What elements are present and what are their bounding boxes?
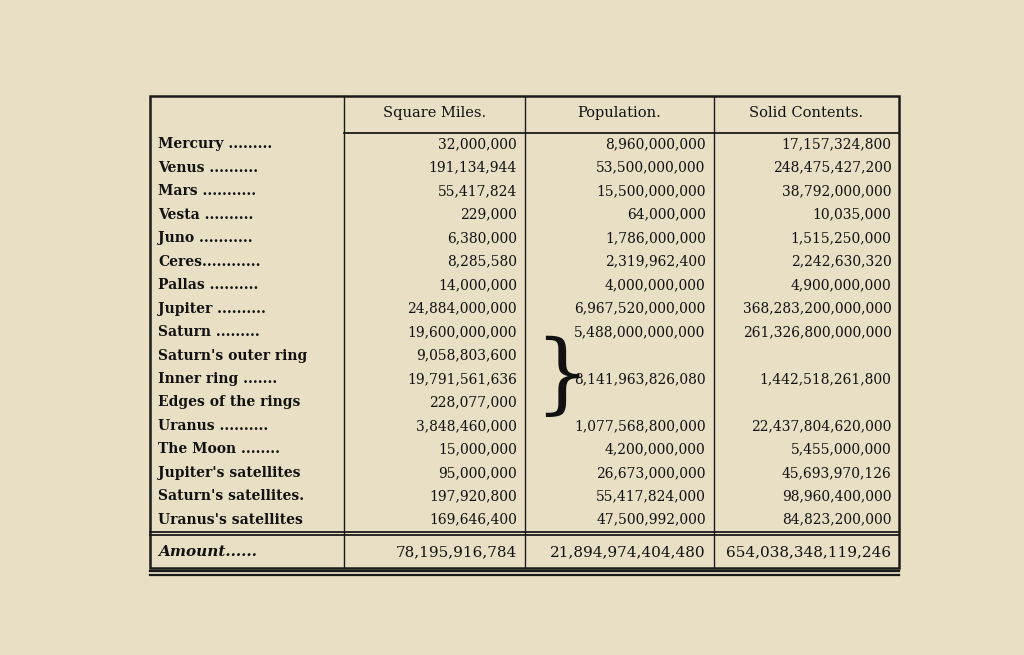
Text: Mars ...........: Mars ........... — [158, 184, 256, 198]
Text: Solid Contents.: Solid Contents. — [750, 105, 863, 120]
Text: 4,200,000,000: 4,200,000,000 — [605, 442, 706, 457]
Text: 169,646,400: 169,646,400 — [429, 513, 517, 527]
Text: 47,500,992,000: 47,500,992,000 — [596, 513, 706, 527]
Text: 2,319,962,400: 2,319,962,400 — [605, 255, 706, 269]
Text: 78,195,916,784: 78,195,916,784 — [395, 546, 517, 559]
Text: 8,285,580: 8,285,580 — [446, 255, 517, 269]
Text: Venus ..........: Venus .......... — [158, 160, 258, 175]
Text: 98,960,400,000: 98,960,400,000 — [782, 489, 892, 503]
Text: Saturn's outer ring: Saturn's outer ring — [158, 348, 307, 362]
Text: Population.: Population. — [578, 105, 662, 120]
Text: 4,900,000,000: 4,900,000,000 — [791, 278, 892, 292]
Text: 84,823,200,000: 84,823,200,000 — [782, 513, 892, 527]
Text: The Moon ........: The Moon ........ — [158, 442, 281, 457]
Text: 15,000,000: 15,000,000 — [438, 442, 517, 457]
Text: 95,000,000: 95,000,000 — [438, 466, 517, 480]
Text: 8,960,000,000: 8,960,000,000 — [605, 138, 706, 151]
Text: Edges of the rings: Edges of the rings — [158, 396, 300, 409]
Text: Saturn .........: Saturn ......... — [158, 325, 260, 339]
Text: 24,884,000,000: 24,884,000,000 — [408, 301, 517, 316]
Text: Mercury .........: Mercury ......... — [158, 138, 272, 151]
Text: 4,000,000,000: 4,000,000,000 — [605, 278, 706, 292]
Text: 55,417,824,000: 55,417,824,000 — [596, 489, 706, 503]
Text: Jupiter ..........: Jupiter .......... — [158, 301, 266, 316]
Text: Jupiter's satellites: Jupiter's satellites — [158, 466, 301, 480]
Text: 654,038,348,119,246: 654,038,348,119,246 — [726, 546, 892, 559]
Text: }: } — [535, 337, 590, 421]
Text: Uranus's satellites: Uranus's satellites — [158, 513, 303, 527]
Text: Vesta ..........: Vesta .......... — [158, 208, 254, 221]
Text: Uranus ..........: Uranus .......... — [158, 419, 268, 433]
Text: 3,848,460,000: 3,848,460,000 — [416, 419, 517, 433]
Text: 228,077,000: 228,077,000 — [429, 396, 517, 409]
Text: Amount......: Amount...... — [158, 546, 257, 559]
Text: Square Miles.: Square Miles. — [383, 105, 486, 120]
Text: 229,000: 229,000 — [460, 208, 517, 221]
Text: 6,380,000: 6,380,000 — [446, 231, 517, 245]
Text: Saturn's satellites.: Saturn's satellites. — [158, 489, 304, 503]
Text: 53,500,000,000: 53,500,000,000 — [596, 160, 706, 175]
Text: 55,417,824: 55,417,824 — [437, 184, 517, 198]
Text: Ceres............: Ceres............ — [158, 255, 261, 269]
Text: 248,475,427,200: 248,475,427,200 — [773, 160, 892, 175]
Text: 38,792,000,000: 38,792,000,000 — [782, 184, 892, 198]
Text: 1,515,250,000: 1,515,250,000 — [791, 231, 892, 245]
Text: 26,673,000,000: 26,673,000,000 — [596, 466, 706, 480]
Text: Juno ...........: Juno ........... — [158, 231, 253, 245]
Text: 19,791,561,636: 19,791,561,636 — [407, 372, 517, 386]
Text: 191,134,944: 191,134,944 — [429, 160, 517, 175]
Text: 197,920,800: 197,920,800 — [429, 489, 517, 503]
Text: 6,967,520,000,000: 6,967,520,000,000 — [574, 301, 706, 316]
Text: 368,283,200,000,000: 368,283,200,000,000 — [742, 301, 892, 316]
Text: 261,326,800,000,000: 261,326,800,000,000 — [742, 325, 892, 339]
Text: 9,058,803,600: 9,058,803,600 — [416, 348, 517, 362]
Text: 8,141,963,826,080: 8,141,963,826,080 — [574, 372, 706, 386]
Text: Pallas ..........: Pallas .......... — [158, 278, 258, 292]
Text: 22,437,804,620,000: 22,437,804,620,000 — [751, 419, 892, 433]
Text: 17,157,324,800: 17,157,324,800 — [781, 138, 892, 151]
Text: 15,500,000,000: 15,500,000,000 — [596, 184, 706, 198]
Text: 64,000,000: 64,000,000 — [627, 208, 706, 221]
Text: 32,000,000: 32,000,000 — [438, 138, 517, 151]
Text: 1,786,000,000: 1,786,000,000 — [605, 231, 706, 245]
Text: 45,693,970,126: 45,693,970,126 — [781, 466, 892, 480]
Text: 21,894,974,404,480: 21,894,974,404,480 — [550, 546, 706, 559]
Text: Inner ring .......: Inner ring ....... — [158, 372, 278, 386]
Text: 5,455,000,000: 5,455,000,000 — [791, 442, 892, 457]
Text: 1,442,518,261,800: 1,442,518,261,800 — [760, 372, 892, 386]
Text: 2,242,630,320: 2,242,630,320 — [791, 255, 892, 269]
Text: 14,000,000: 14,000,000 — [438, 278, 517, 292]
Text: 1,077,568,800,000: 1,077,568,800,000 — [574, 419, 706, 433]
Text: 19,600,000,000: 19,600,000,000 — [408, 325, 517, 339]
Text: 10,035,000: 10,035,000 — [813, 208, 892, 221]
Text: 5,488,000,000,000: 5,488,000,000,000 — [574, 325, 706, 339]
